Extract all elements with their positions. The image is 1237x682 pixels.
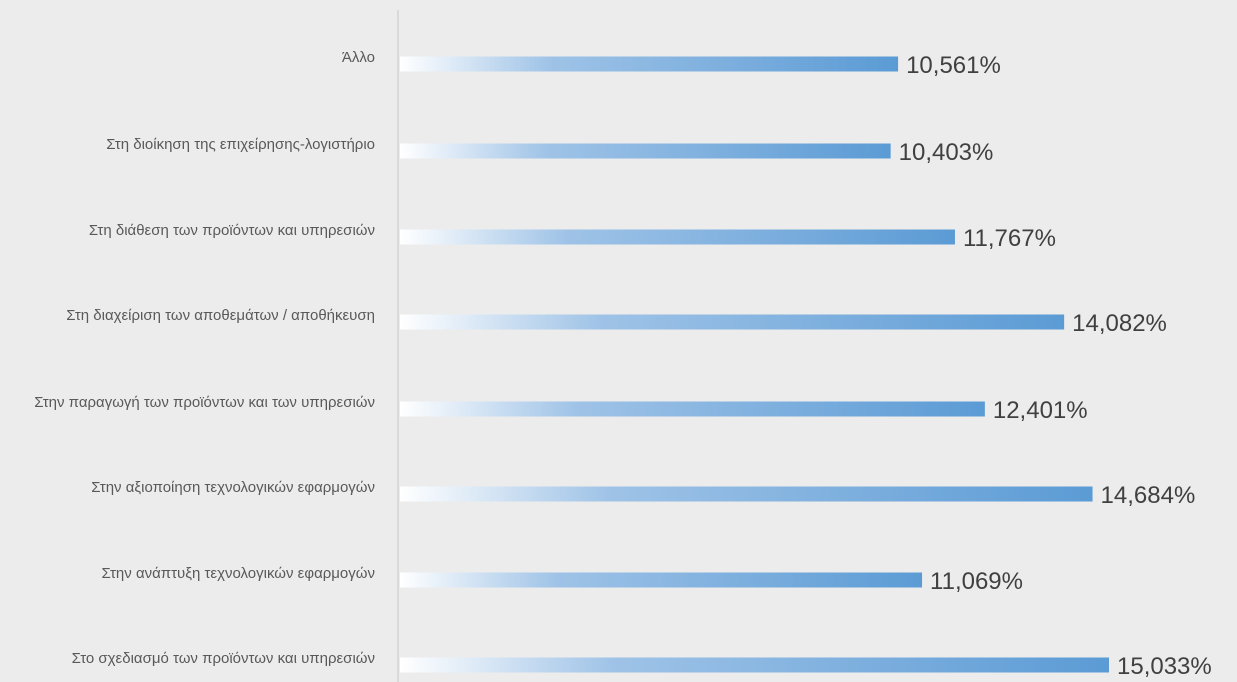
bar-1	[400, 56, 899, 72]
bar-5	[400, 401, 985, 417]
bar-6	[400, 486, 1093, 502]
bar-3	[400, 229, 955, 245]
bars-group	[400, 56, 1109, 673]
category-label-5: Στην παραγωγή των προϊόντων και των υπηρ…	[34, 394, 375, 411]
category-label-4: Στη διαχείριση των αποθεμάτων / αποθήκευ…	[66, 307, 375, 324]
bar-8	[400, 657, 1109, 673]
bar-7	[400, 572, 923, 588]
value-label-4: 14,082%	[1072, 310, 1167, 337]
bar-4	[400, 314, 1065, 330]
value-label-3: 11,767%	[962, 225, 1056, 252]
category-label-7: Στην ανάπτυξη τεχνολογικών εφαρμογών	[101, 565, 375, 582]
value-label-8: 15,033%	[1117, 653, 1212, 680]
category-label-6: Στην αξιοποίηση τεχνολογικών εφαρμογών	[91, 479, 375, 496]
value-label-1: 10,561%	[906, 52, 1001, 79]
value-label-5: 12,401%	[992, 397, 1088, 424]
value-label-7: 11,069%	[930, 568, 1023, 595]
category-label-8: Στο σχεδιασμό των προϊόντων και υπηρεσιώ…	[71, 650, 375, 667]
bar-2	[400, 143, 891, 159]
category-label-1: Άλλο	[341, 49, 375, 66]
value-label-6: 14,684%	[1100, 482, 1196, 509]
category-label-2: Στη διοίκηση της επιχείρησης-λογιστήριο	[106, 136, 375, 153]
value-label-2: 10,403%	[898, 139, 994, 166]
category-label-3: Στη διάθεση των προϊόντων και υπηρεσιών	[88, 222, 375, 239]
